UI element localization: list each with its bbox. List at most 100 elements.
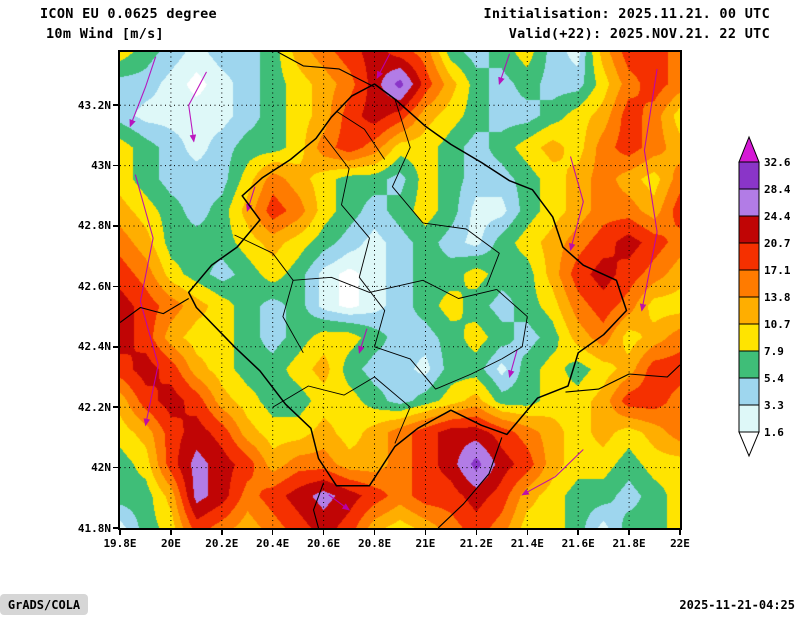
legend-swatch <box>738 269 760 298</box>
wind-streamline <box>521 449 584 496</box>
x-axis-label: 22E <box>670 537 690 550</box>
x-tick <box>170 530 172 535</box>
field-title: 10m Wind [m/s] <box>46 26 164 42</box>
y-axis-label: 42N <box>91 461 111 475</box>
wind-streamline <box>188 71 207 143</box>
legend-swatch <box>738 296 760 325</box>
x-axis-label: 21.4E <box>510 537 544 550</box>
district-border <box>374 376 411 444</box>
legend-label: 28.4 <box>764 183 791 196</box>
legend-label: 17.1 <box>764 264 791 277</box>
legend-swatch <box>738 350 760 379</box>
x-tick <box>271 530 274 535</box>
x-tick <box>119 530 121 535</box>
x-tick <box>679 530 681 535</box>
legend-label: 1.6 <box>764 426 784 439</box>
legend-arrow-bottom <box>738 431 760 458</box>
country-border <box>437 437 503 528</box>
district-border <box>336 110 386 160</box>
x-tick <box>475 530 478 535</box>
legend-swatch <box>738 242 760 271</box>
y-tick <box>113 346 118 348</box>
x-tick <box>322 530 325 535</box>
legend-arrow-top <box>738 135 760 163</box>
y-axis-label: 42.6N <box>77 279 111 293</box>
district-border <box>391 98 424 224</box>
model-title: ICON EU 0.0625 degree <box>40 6 217 22</box>
wind-streamline <box>498 53 511 86</box>
wind-streamline <box>358 328 368 354</box>
legend-label: 32.6 <box>764 156 791 169</box>
x-axis-label: 20.8E <box>357 537 392 550</box>
colorbar-legend: 32.6 28.4 24.4 20.7 17.1 13.8 10.7 7.9 5.4 3.3 1.6 <box>738 135 791 458</box>
legend-swatch <box>738 404 760 433</box>
y-tick <box>113 104 118 106</box>
y-tick <box>113 285 118 288</box>
legend-label: 20.7 <box>764 237 791 250</box>
x-axis-label: 19.8E <box>103 537 137 550</box>
x-axis-label: 20.6E <box>307 537 341 550</box>
map-overlay-svg <box>120 52 680 528</box>
creation-timestamp: 2025-11-21-04:25 <box>679 598 795 612</box>
map-plot-area <box>118 50 682 530</box>
district-border <box>272 376 375 408</box>
y-axis-label: 43N <box>91 159 111 173</box>
legend-swatch <box>738 161 760 190</box>
x-tick <box>577 530 579 535</box>
y-axis-label: 43.2N <box>77 98 111 112</box>
wind-streamline <box>376 53 391 79</box>
legend-swatch <box>738 215 760 244</box>
country-border <box>277 52 375 88</box>
y-axis-label: 42.8N <box>77 219 111 233</box>
district-border <box>422 222 500 287</box>
district-border <box>234 234 304 354</box>
y-tick <box>113 406 118 408</box>
legend-label: 5.4 <box>764 372 784 385</box>
x-axis-label: 21.8E <box>612 537 646 550</box>
x-axis-label: 21.2E <box>459 537 493 550</box>
wind-field-canvas <box>120 52 680 528</box>
district-border <box>374 346 502 390</box>
legend-swatch <box>738 188 760 217</box>
wind-streamline <box>639 68 658 312</box>
x-tick <box>221 530 223 535</box>
x-axis-label: 21.6E <box>561 537 595 550</box>
legend-label: 3.3 <box>764 399 784 412</box>
y-tick <box>113 527 118 529</box>
wind-streamline <box>129 56 157 128</box>
country-border <box>565 364 680 393</box>
legend-swatch <box>738 377 760 406</box>
district-border <box>496 289 528 360</box>
legend-label: 13.8 <box>764 291 791 304</box>
y-axis-label: 42.2N <box>77 400 111 414</box>
kosovo-outline <box>187 83 628 487</box>
x-tick <box>373 530 376 535</box>
legend-label: 10.7 <box>764 318 791 331</box>
country-border <box>120 298 189 324</box>
y-axis-label: 41.8N <box>77 521 111 535</box>
valid-time-label: Valid(+22): 2025.NOV.21. 22 UTC <box>508 26 770 42</box>
legend-label: 7.9 <box>764 345 784 358</box>
x-axis-label: 20E <box>160 537 181 550</box>
wind-streamline <box>134 174 159 427</box>
district-border <box>323 135 386 347</box>
grads-stamp: GrADS/COLA <box>0 594 88 615</box>
x-tick <box>628 530 630 535</box>
legend-label: 24.4 <box>764 210 791 223</box>
district-border <box>293 276 497 299</box>
x-tick <box>424 530 427 535</box>
y-axis-label: 42.4N <box>77 340 111 354</box>
x-axis-label: 20.4E <box>256 537 290 550</box>
x-axis-label: 20.2E <box>205 537 239 550</box>
country-border <box>312 482 325 528</box>
init-time-label: Initialisation: 2025.11.21. 00 UTC <box>483 6 770 22</box>
x-tick <box>526 530 529 535</box>
wind-streamline <box>246 186 256 212</box>
y-tick <box>113 225 118 227</box>
wind-streamline <box>508 349 518 379</box>
legend-swatch <box>738 323 760 352</box>
y-tick <box>113 466 118 469</box>
y-tick <box>113 164 118 167</box>
wind-streamline <box>328 494 350 511</box>
x-axis-label: 21E <box>415 537 436 550</box>
